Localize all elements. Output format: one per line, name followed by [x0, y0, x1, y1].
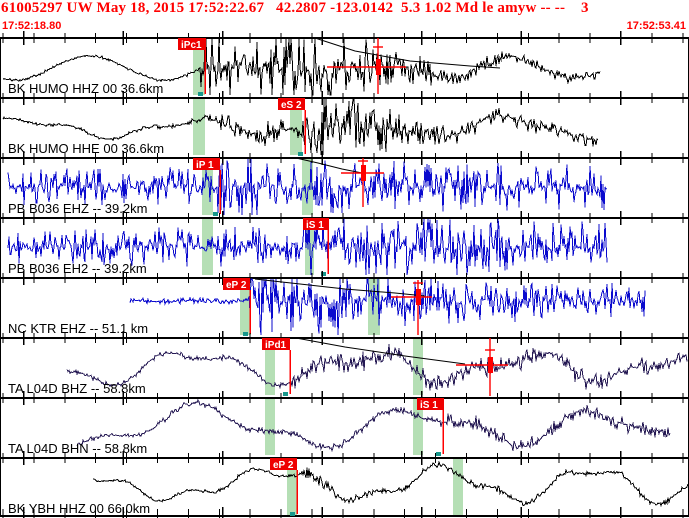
pick-window — [453, 459, 463, 515]
station-label: PB B036 EHZ -- 39.2km — [8, 201, 147, 216]
station-label: BK YBH HHZ 00 66.0km — [8, 501, 150, 516]
pick-window — [265, 399, 275, 455]
window-end-time: 17:52:53.41 — [626, 20, 686, 32]
waveform[interactable] — [92, 460, 689, 508]
station-label: TA L04D BHN -- 58.8km — [8, 441, 147, 456]
waveform[interactable] — [2, 98, 599, 156]
event-summary: 61005297 UW May 18, 2015 17:52:22.67 42.… — [1, 0, 589, 16]
amplitude-marker[interactable] — [456, 338, 508, 396]
station-label: NC KTR EHZ -- 51.1 km — [8, 321, 148, 336]
trace-row-3[interactable]: iP 1 PB B036 EHZ -- 39.2km — [0, 151, 689, 217]
amplitude-marker[interactable] — [327, 38, 406, 94]
phase-flag[interactable]: iS 1 — [303, 218, 329, 231]
station-label: TA L04D BHZ -- 58.8km — [8, 381, 146, 396]
phase-flag-label: iP 1 — [196, 160, 214, 171]
phase-flag-label: iPd1 — [265, 340, 287, 351]
coda-decay-curve — [314, 37, 501, 69]
station-label: PB B036 EH2 -- 39.2km — [8, 261, 147, 276]
trace-row-6[interactable]: iPd1 TA L04D BHZ -- 58.8km — [0, 331, 689, 397]
phase-flag-label: iS 1 — [306, 220, 324, 231]
trace-row-7[interactable]: iS 1 TA L04D BHN -- 58.8km — [0, 391, 689, 457]
coda-decay-curve — [295, 157, 363, 174]
waveform[interactable] — [7, 218, 608, 276]
phase-flag[interactable]: eS 2 — [278, 98, 305, 111]
pick-residual-mark — [290, 512, 295, 516]
pick-window — [202, 159, 213, 215]
trace-row-5[interactable]: eP 2 NC KTR EHZ -- 51.1 km — [0, 271, 689, 337]
phase-flag-label: eP 2 — [226, 280, 247, 291]
phase-flag-label: iPc1 — [181, 40, 202, 51]
phase-flag[interactable]: iS 1 — [417, 398, 444, 411]
pick-residual-mark — [436, 452, 441, 456]
pick-window — [193, 39, 205, 95]
trace-row-2[interactable]: eS 2 BK HUMO HHE 00 36.6km — [0, 91, 689, 157]
station-label: BK HUMO HHE 00 36.6km — [8, 141, 164, 156]
pick-window — [193, 99, 205, 155]
pick-residual-mark — [198, 92, 203, 96]
pick-residual-mark — [283, 392, 288, 396]
window-start-time: 17:52:18.80 — [2, 20, 62, 32]
phase-flag-label: eP 2 — [273, 460, 294, 471]
station-label: BK HUMO HHZ 00 36.6km — [8, 81, 163, 96]
trace-row-8[interactable]: eP 2 BK YBH HHZ 00 66.0km — [0, 451, 689, 518]
coda-decay-curve — [295, 337, 466, 365]
trace-row-1[interactable]: iPc1 BK HUMO HHZ 00 36.6km — [0, 31, 689, 97]
trace-row-4[interactable]: iS 1 PB B036 EH2 -- 39.2km — [0, 211, 689, 277]
waveform[interactable] — [2, 38, 601, 96]
pick-residual-mark — [213, 212, 218, 216]
pick-window — [302, 159, 313, 215]
waveform[interactable] — [66, 343, 688, 391]
pick-window — [287, 459, 297, 515]
waveform[interactable] — [129, 278, 646, 336]
pick-window — [265, 339, 275, 395]
phase-flag[interactable]: iPd1 — [262, 338, 290, 351]
amplitude-marker[interactable] — [391, 280, 432, 335]
pick-residual-mark — [321, 272, 326, 276]
phase-flag[interactable]: iPc1 — [178, 38, 206, 51]
waveform[interactable] — [76, 398, 671, 453]
pick-window — [413, 339, 423, 395]
pick-residual-mark — [298, 152, 303, 156]
pick-window — [240, 279, 251, 335]
pick-window — [413, 399, 423, 455]
phase-flag-label: iS 1 — [420, 400, 438, 411]
amplitude-marker[interactable] — [341, 158, 384, 207]
phase-flag[interactable]: eP 2 — [270, 458, 297, 471]
phase-flag[interactable]: eP 2 — [223, 278, 250, 291]
coda-decay-curve — [254, 278, 426, 297]
phase-flag[interactable]: iP 1 — [193, 158, 220, 171]
waveform[interactable] — [7, 158, 608, 216]
pick-residual-mark — [243, 332, 248, 336]
phase-flag-label: eS 2 — [281, 100, 302, 111]
